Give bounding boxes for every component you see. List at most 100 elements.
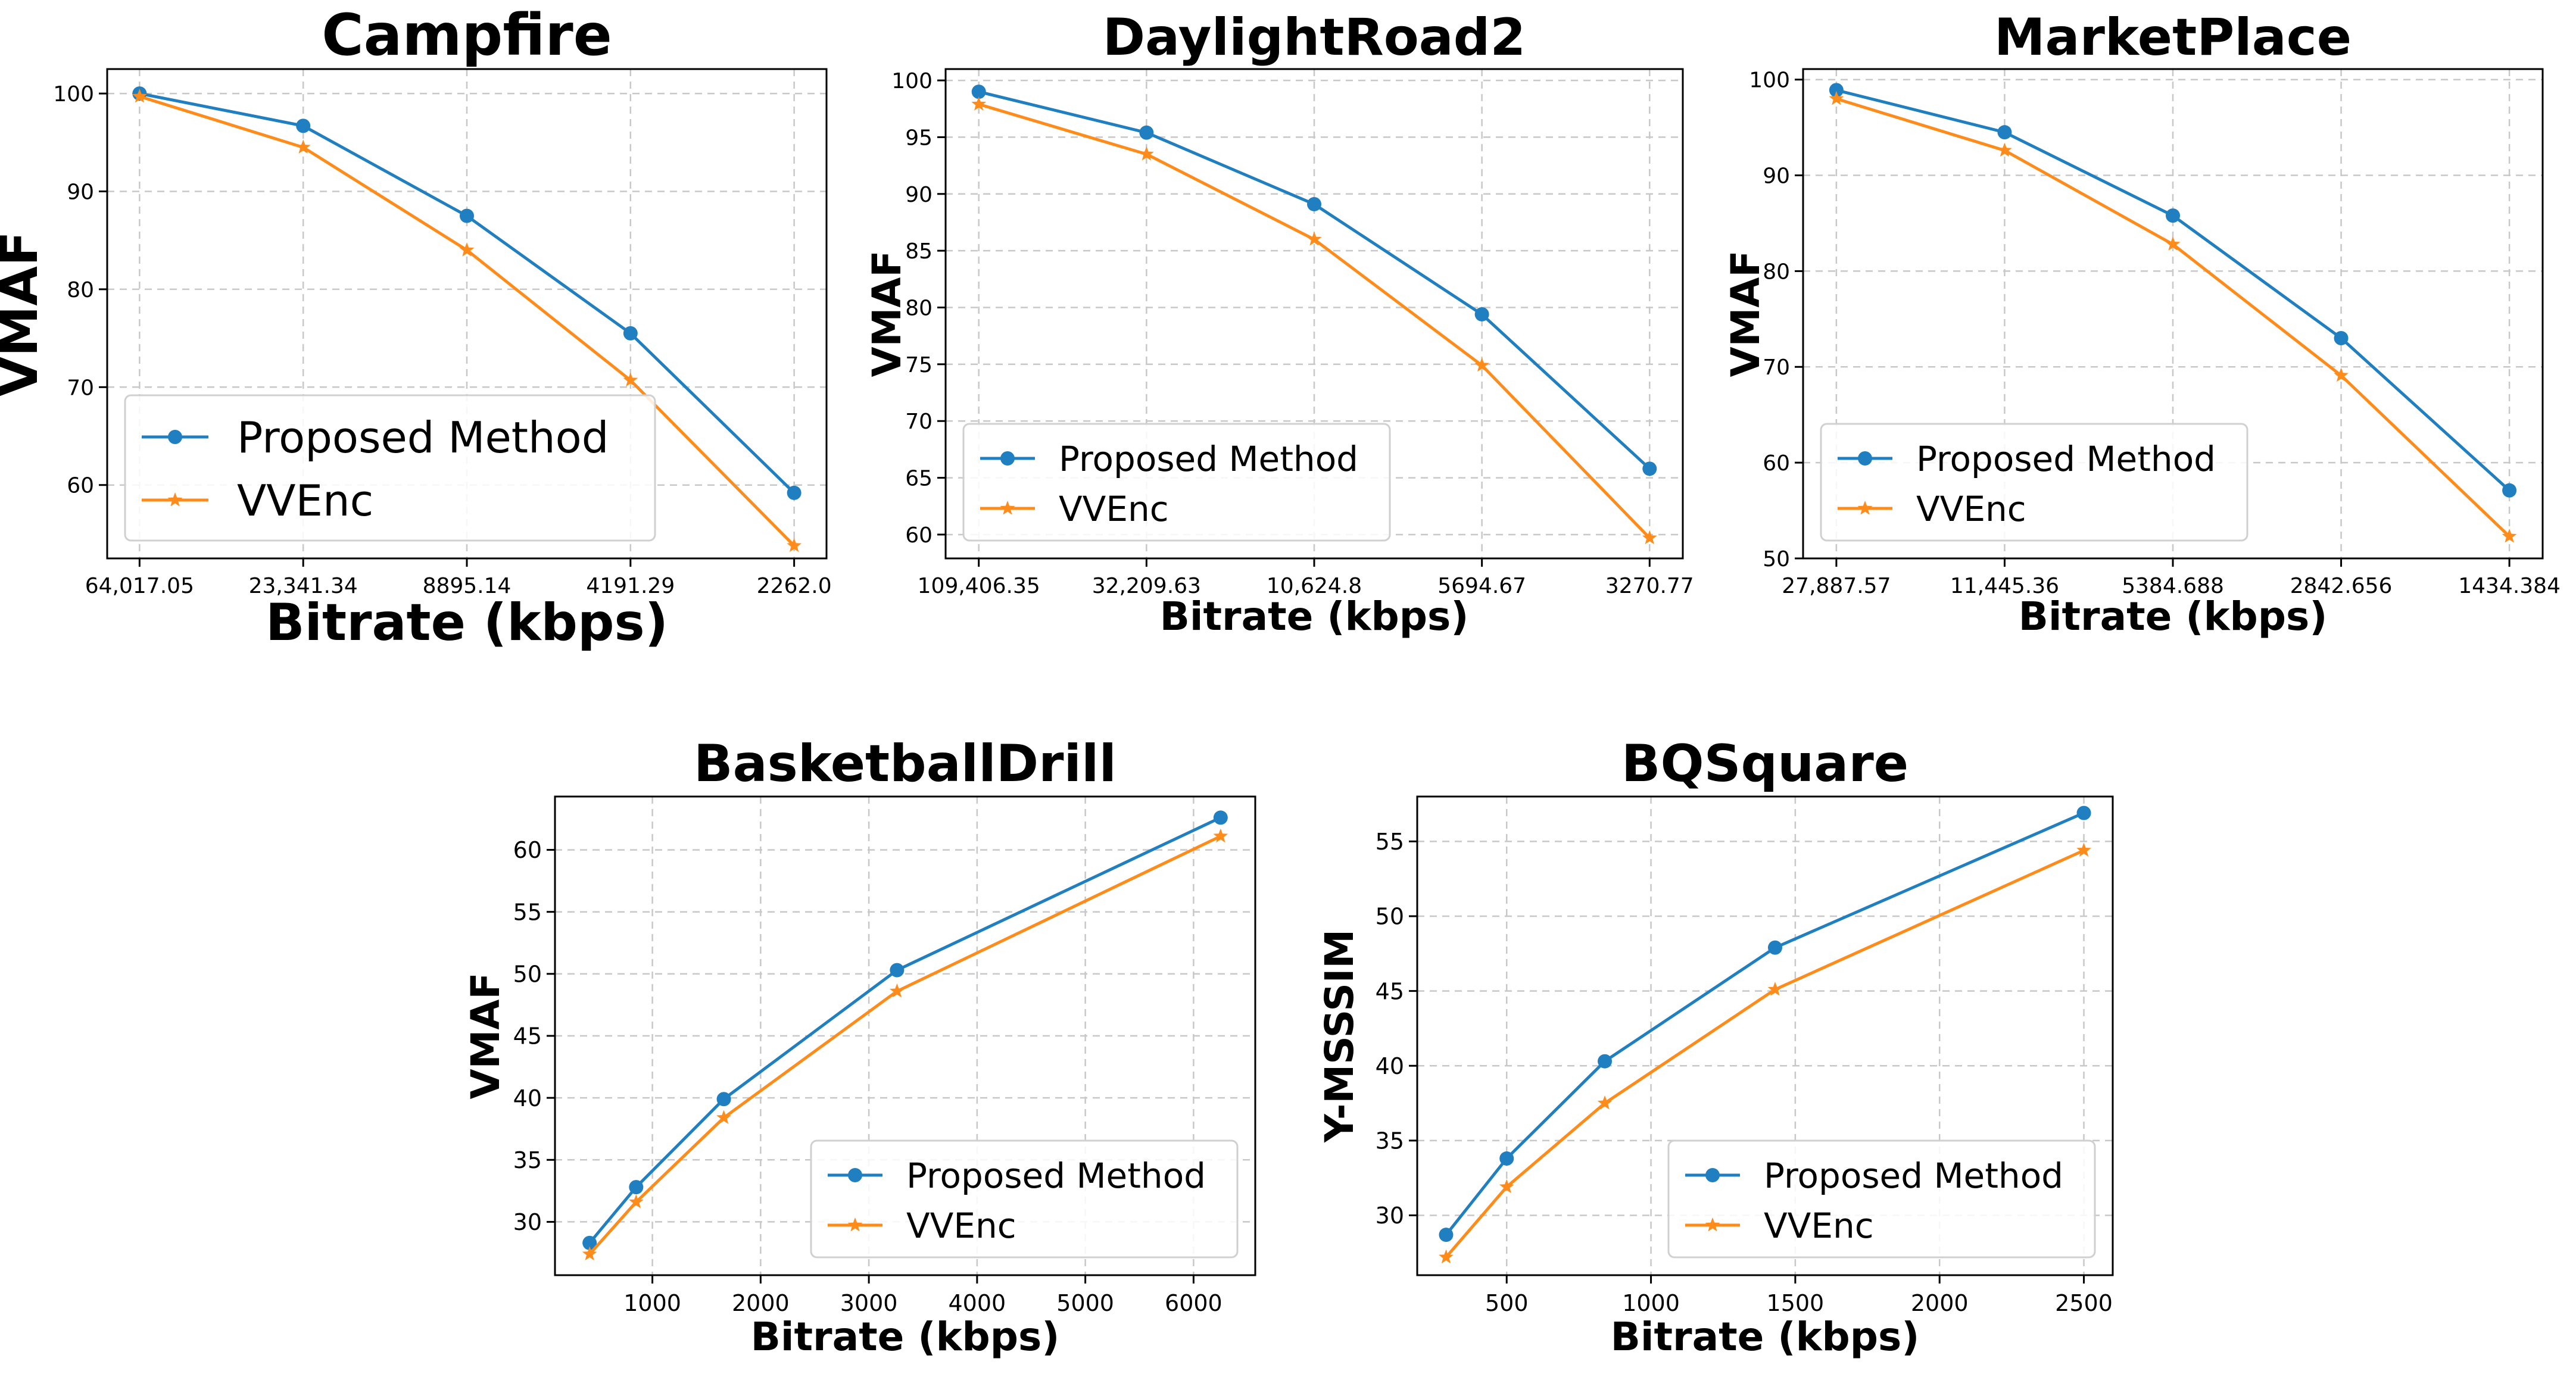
x-axis-label: Bitrate (kbps) — [1611, 1314, 1920, 1360]
data-point-vvenc — [132, 89, 147, 103]
chart-title: BasketballDrill — [694, 734, 1117, 794]
plot-frame — [1416, 795, 2114, 1276]
data-point-proposed — [1139, 125, 1154, 140]
legend-marker-star — [847, 1217, 863, 1232]
x-tick-label: 1000 — [1622, 1290, 1680, 1316]
y-tick-label: 55 — [1376, 829, 1404, 855]
legend-label: VVEnc — [906, 1206, 1016, 1246]
chart-title: DaylightRoad2 — [1103, 8, 1526, 67]
chart-title: MarketPlace — [1994, 8, 2352, 67]
plot-frame — [106, 68, 828, 560]
legend: Proposed Method VVEnc — [962, 423, 1391, 542]
data-point-vvenc — [1213, 828, 1228, 843]
data-point-proposed — [890, 963, 905, 978]
x-tick-label: 5384.688 — [2122, 574, 2224, 598]
y-tick-label: 60 — [67, 474, 94, 498]
legend: Proposed Method VVEnc — [1667, 1139, 2096, 1259]
data-point-vvenc — [629, 1194, 644, 1209]
data-point-vvenc — [2502, 529, 2517, 543]
legend-label: Proposed Method — [1059, 439, 1358, 479]
data-point-vvenc — [2334, 367, 2349, 382]
data-point-vvenc — [1139, 146, 1154, 161]
data-point-proposed — [787, 485, 802, 500]
y-tick-label: 50 — [513, 961, 542, 988]
x-tick-label: 4000 — [949, 1290, 1006, 1316]
y-tick-label: 40 — [1376, 1053, 1404, 1079]
y-axis-label: Y-MSSSIM — [1317, 929, 1362, 1143]
data-point-proposed — [2502, 483, 2517, 498]
y-tick-label: 45 — [513, 1023, 542, 1050]
data-point-proposed — [1307, 196, 1321, 211]
legend-box — [124, 394, 656, 542]
x-tick-label: 3000 — [840, 1290, 898, 1316]
legend-marker-star — [1857, 501, 1873, 515]
data-point-proposed — [1439, 1228, 1454, 1242]
legend-label: VVEnc — [1059, 489, 1169, 529]
data-point-vvenc — [582, 1246, 597, 1261]
data-point-proposed — [582, 1235, 597, 1250]
y-tick-label: 40 — [513, 1085, 542, 1111]
y-tick-label: 75 — [905, 353, 933, 377]
data-point-vvenc — [1597, 1095, 1613, 1110]
chart-title: BQSquare — [1621, 734, 1908, 794]
y-tick-label: 80 — [67, 278, 94, 302]
data-point-proposed — [1499, 1151, 1514, 1166]
legend-marker-circle — [1000, 451, 1015, 466]
x-tick-label: 27,887.57 — [1782, 574, 1891, 598]
legend-label: VVEnc — [1916, 489, 2026, 529]
y-tick-label: 100 — [53, 82, 94, 107]
y-tick-label: 60 — [513, 837, 542, 863]
y-tick-label: 70 — [67, 376, 94, 400]
data-point-proposed — [1767, 940, 1782, 955]
chart-daylightroad2: 60 65 70 75 80 85 90 95 100 109,406.35 32,209.63 10… — [864, 8, 1694, 639]
legend-label: VVEnc — [1764, 1206, 1874, 1246]
y-tick-label: 100 — [1749, 68, 1790, 93]
x-tick-label: 10,624.8 — [1267, 574, 1362, 598]
chart-campfire: 60 70 80 90 100 64,017.05 23,341.34 8895.14 4191… — [0, 2, 832, 652]
data-point-proposed — [1997, 125, 2012, 140]
chart-marketplace: 50 60 70 80 90 100 27,887.57 11,445.36 5384.688 2… — [1723, 8, 2561, 639]
data-point-vvenc — [1767, 982, 1783, 996]
y-tick-label: 55 — [513, 899, 542, 925]
data-point-proposed — [629, 1180, 644, 1195]
x-tick-label: 1434.384 — [2458, 574, 2561, 598]
x-tick-label: 6000 — [1165, 1290, 1222, 1316]
y-tick-label: 80 — [1763, 260, 1790, 284]
legend: Proposed Method VVEnc — [124, 394, 656, 542]
y-tick-label: 60 — [1763, 451, 1790, 476]
y-tick-label: 30 — [513, 1209, 542, 1235]
data-point-vvenc — [716, 1110, 731, 1124]
data-point-proposed — [1474, 307, 1489, 321]
legend-box — [962, 423, 1391, 542]
y-tick-label: 90 — [67, 180, 94, 204]
y-tick-label: 35 — [1376, 1128, 1404, 1154]
legend-marker-circle — [168, 430, 182, 444]
y-tick-label: 85 — [905, 239, 933, 264]
y-tick-label: 90 — [1763, 164, 1790, 189]
legend-marker-circle — [848, 1168, 862, 1182]
legend-label: Proposed Method — [906, 1156, 1206, 1196]
data-point-proposed — [1213, 810, 1228, 825]
y-tick-label: 70 — [1763, 355, 1790, 380]
data-point-proposed — [1642, 461, 1657, 476]
y-tick-label: 65 — [905, 467, 933, 491]
data-point-vvenc — [295, 139, 311, 154]
y-axis-label: VMAF — [1723, 251, 1769, 377]
legend-marker-star — [1000, 501, 1015, 515]
data-point-proposed — [460, 208, 474, 223]
legend: Proposed Method VVEnc — [1820, 423, 2248, 542]
chart-basketballdrill: 30 35 40 45 50 55 60 1000 2000 3000 4000 5000 6000 Ba… — [463, 734, 1256, 1360]
y-tick-label: 70 — [905, 410, 933, 434]
data-point-vvenc — [890, 983, 905, 998]
data-point-vvenc — [1829, 90, 1844, 105]
data-point-proposed — [716, 1092, 731, 1107]
data-point-vvenc — [2165, 236, 2181, 251]
y-tick-label: 45 — [1376, 978, 1404, 1004]
x-tick-label: 32,209.63 — [1092, 574, 1201, 598]
x-tick-label: 1000 — [623, 1290, 681, 1316]
data-point-vvenc — [971, 96, 987, 111]
data-point-proposed — [2334, 331, 2349, 346]
data-point-vvenc — [2076, 842, 2091, 857]
data-point-proposed — [623, 326, 638, 341]
